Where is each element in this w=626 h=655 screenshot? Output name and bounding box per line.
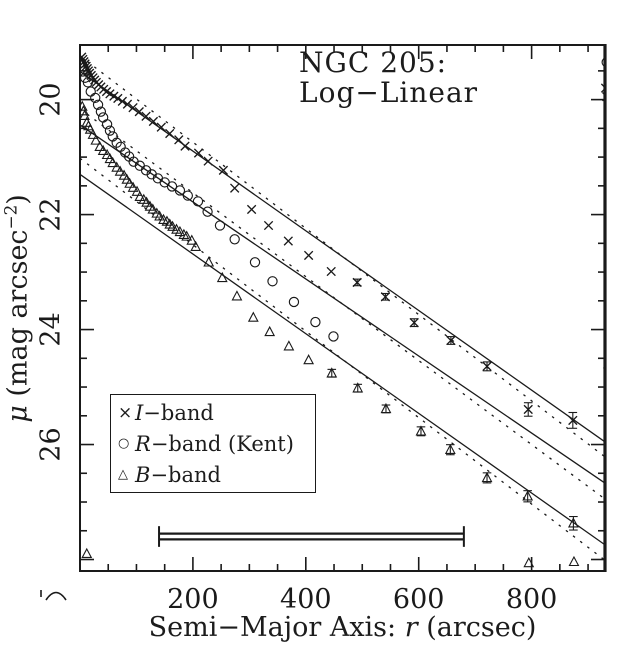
- legend-band-label: −band: [143, 400, 214, 425]
- x-axis-label-prefix: Semi−Major Axis:: [148, 612, 405, 643]
- r-band-kent--dashed-fit-line: [81, 108, 604, 500]
- x-axis-label-variable: r: [404, 612, 418, 643]
- y-axis-label-variable: μ: [2, 405, 34, 423]
- triangle-marker-icon: △: [118, 466, 128, 482]
- x-tick-label-400: 400: [280, 584, 332, 615]
- x-axis-label-suffix: (arcsec): [417, 612, 537, 643]
- y-tick-label-22: 22: [36, 197, 67, 231]
- y-axis-label-superscript: −2: [0, 204, 21, 230]
- legend-band-label: −band (Kent): [150, 431, 294, 456]
- y-tick-label-24: 24: [36, 312, 67, 346]
- r-band-kent--points: [81, 66, 339, 342]
- legend-item-triangle: △ B −band: [118, 461, 311, 489]
- legend-band-letter: R: [135, 431, 151, 456]
- y-axis-label: μ (mag arcsec−2): [1, 134, 34, 484]
- partial-glyph-artifact: [40, 590, 67, 601]
- tick-labels: 200 400 600 800 20 22 24 26: [36, 82, 558, 615]
- legend-box: × I −band ○ R −band (Kent) △ B −band: [110, 394, 316, 493]
- legend-band-letter: I: [135, 400, 144, 425]
- legend-band-letter: B: [135, 462, 151, 487]
- b-band-points: [81, 100, 579, 531]
- y-axis-label-prefix: (mag arcsec: [2, 229, 34, 406]
- legend-band-label: −band: [150, 462, 221, 487]
- legend-item-x: × I −band: [118, 399, 311, 427]
- plot-title-line1: NGC 205:: [299, 46, 448, 79]
- y-tick-label-20: 20: [36, 82, 67, 116]
- plot-border: [79, 44, 607, 572]
- i-band-points: [81, 52, 578, 429]
- i-band-dashed-fit-line: [81, 55, 604, 457]
- x-tick-label-200: 200: [167, 584, 219, 615]
- y-axis-label-suffix: ): [2, 194, 34, 205]
- axis-ticks: [80, 45, 605, 571]
- legend-item-circle: ○ R −band (Kent): [118, 430, 311, 458]
- x-marker-icon: ×: [118, 402, 133, 423]
- i-band-solid-fit-line: [81, 71, 604, 443]
- x-tick-label-600: 600: [393, 584, 445, 615]
- data-layer: [81, 52, 604, 568]
- fit-range-bar: [158, 526, 465, 547]
- circle-marker-icon: ○: [118, 435, 130, 451]
- x-axis-label: Semi−Major Axis: r (arcsec): [80, 612, 605, 643]
- b-band-solid-fit-line: [81, 174, 604, 545]
- x-tick-label-800: 800: [506, 584, 558, 615]
- y-tick-label-26: 26: [36, 427, 67, 461]
- plot-title-line2: Log−Linear: [299, 76, 479, 109]
